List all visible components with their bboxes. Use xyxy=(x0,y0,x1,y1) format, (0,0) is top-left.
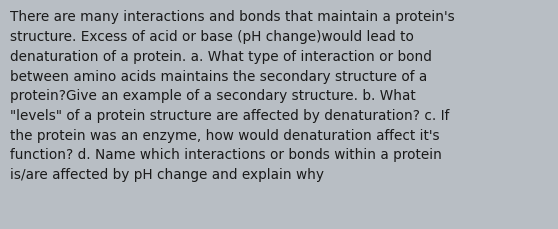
Text: There are many interactions and bonds that maintain a protein's
structure. Exces: There are many interactions and bonds th… xyxy=(10,10,455,181)
